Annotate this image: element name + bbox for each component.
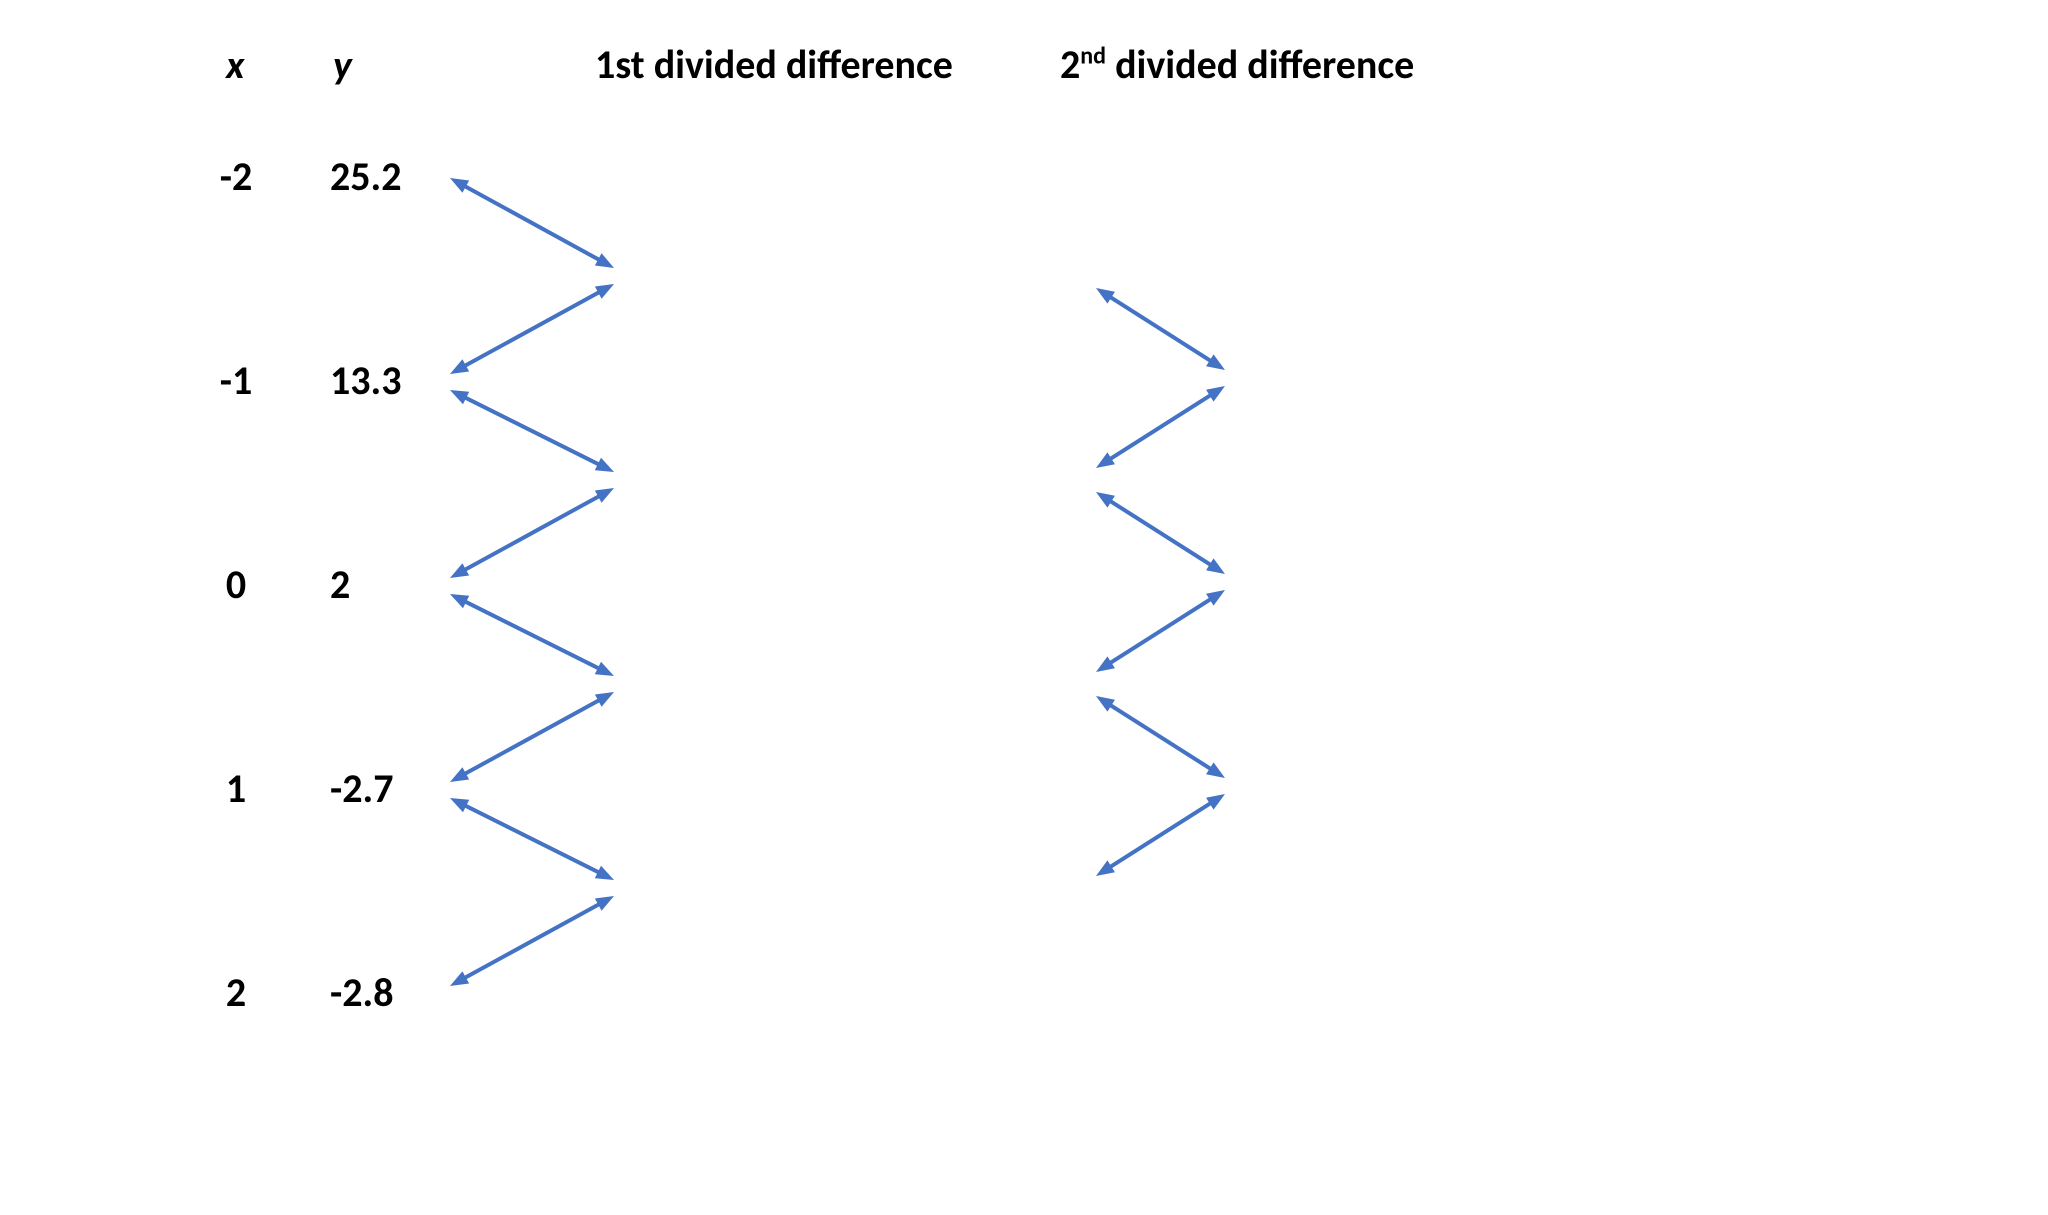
arrow-head — [595, 866, 614, 880]
arrow-head — [450, 390, 469, 404]
arrow-head — [595, 662, 614, 676]
arrow-head — [1096, 656, 1115, 672]
arrow-line — [459, 493, 604, 573]
arrow-line — [1105, 702, 1216, 772]
arrow-line — [1105, 596, 1216, 666]
header-1st-diff: 1st divided difference — [595, 40, 953, 89]
arrow-head — [1096, 452, 1115, 468]
x-value: 0 — [226, 560, 246, 609]
header-x: x — [226, 40, 244, 89]
arrow-head — [1096, 696, 1115, 712]
header-2nd-rest: divided difference — [1106, 40, 1414, 89]
arrow-head — [450, 563, 469, 578]
arrow-line — [460, 599, 605, 671]
arrow-head — [595, 253, 614, 268]
header-2nd-sup: nd — [1080, 42, 1106, 71]
header-2nd-diff: 2nd divided difference — [1060, 40, 1414, 89]
x-value: 1 — [226, 764, 246, 813]
arrow-head — [1096, 860, 1115, 876]
x-value: -2 — [220, 152, 253, 201]
arrow-head — [1096, 288, 1115, 304]
arrow-head — [1206, 590, 1225, 606]
header-y: y — [333, 40, 352, 89]
y-value: 2 — [330, 560, 350, 609]
arrow-layer — [0, 0, 2048, 1215]
arrow-line — [1105, 392, 1216, 462]
arrow-line — [459, 289, 604, 369]
arrow-head — [595, 488, 614, 503]
arrow-head — [450, 359, 469, 374]
arrow-head — [595, 896, 614, 911]
arrow-line — [1105, 498, 1216, 568]
arrow-head — [1206, 386, 1225, 402]
arrow-head — [1206, 354, 1225, 370]
y-value: -2.7 — [330, 764, 393, 813]
arrow-line — [459, 183, 604, 263]
x-value: -1 — [220, 356, 253, 405]
arrow-head — [595, 692, 614, 707]
arrow-head — [450, 178, 469, 193]
arrow-head — [450, 971, 469, 986]
header-2nd-digit: 2 — [1060, 40, 1080, 89]
arrow-head — [1206, 762, 1225, 778]
arrow-head — [595, 284, 614, 299]
arrow-line — [460, 803, 605, 875]
arrow-head — [595, 458, 614, 472]
arrow-line — [460, 395, 605, 467]
y-value: 13.3 — [330, 356, 402, 405]
x-value: 2 — [226, 968, 246, 1017]
y-value: 25.2 — [330, 152, 402, 201]
arrow-head — [1206, 794, 1225, 810]
arrow-head — [1206, 558, 1225, 574]
arrow-line — [459, 697, 604, 777]
arrow-head — [450, 798, 469, 812]
y-value: -2.8 — [330, 968, 393, 1017]
arrow-head — [450, 767, 469, 782]
arrow-line — [1105, 294, 1216, 364]
arrow-head — [450, 594, 469, 608]
arrow-line — [1105, 800, 1216, 870]
arrow-line — [459, 901, 604, 981]
arrow-head — [1096, 492, 1115, 508]
